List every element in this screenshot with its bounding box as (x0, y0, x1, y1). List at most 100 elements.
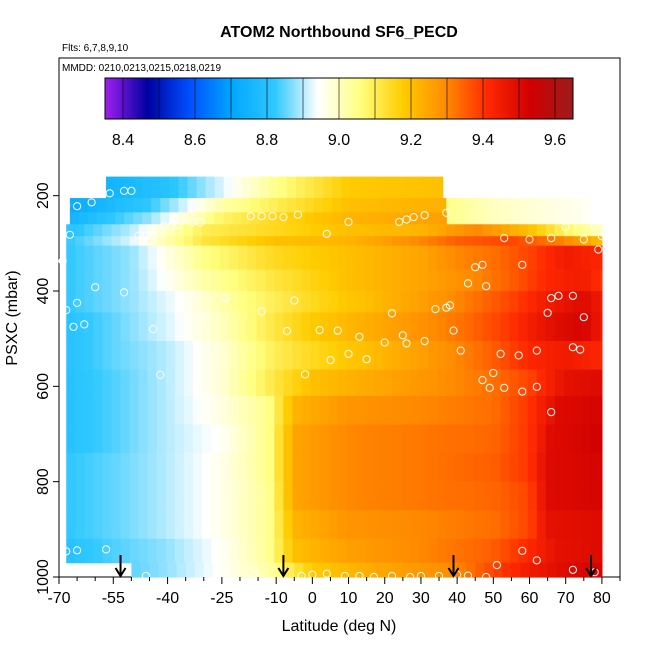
heatmap-cell (391, 369, 402, 397)
heatmap-cell (319, 510, 330, 540)
heatmap-cell (201, 341, 212, 371)
heatmap-cell (428, 312, 438, 342)
heatmap-cell (401, 481, 411, 511)
heatmap-cell (238, 236, 248, 247)
heatmap-cell (283, 245, 294, 271)
heatmap-cell (129, 510, 140, 540)
heatmap-cell (582, 269, 592, 292)
heatmap-cell (500, 224, 511, 237)
heatmap-cell (283, 269, 294, 292)
heatmap-cell (174, 341, 185, 371)
heatmap-cell (600, 291, 603, 314)
heatmap-cell (247, 291, 257, 314)
profile-arrow (277, 555, 290, 578)
heatmap-cell (337, 538, 348, 564)
heatmap-cell (247, 369, 257, 397)
heatmap-cell (69, 212, 80, 225)
heatmap-cell (283, 312, 294, 342)
heatmap-cell (129, 538, 140, 564)
heatmap-cell (419, 424, 429, 454)
heatmap-cell (102, 369, 113, 397)
heatmap-cell (133, 176, 143, 199)
heatmap-cell (84, 510, 94, 540)
heatmap-cell (473, 269, 484, 292)
heatmap-cell (220, 312, 230, 342)
heatmap-cell (292, 538, 303, 564)
heatmap-cell (402, 562, 413, 578)
heatmap-cell (120, 453, 131, 483)
heatmap-cell (274, 369, 284, 397)
heatmap-cell (301, 395, 312, 426)
heatmap-cell (274, 224, 284, 237)
heatmap-cell (446, 236, 456, 247)
observation-point (496, 349, 505, 358)
heatmap-cell (446, 312, 456, 342)
heatmap-cell (120, 236, 131, 247)
y-tick-label: 200 (35, 182, 52, 209)
heatmap-cell (455, 341, 465, 371)
x-axis-label: Latitude (deg N) (282, 618, 397, 635)
heatmap-cell (201, 369, 212, 397)
heatmap-cell (572, 236, 583, 247)
heatmap-cell (382, 424, 393, 454)
observation-point (601, 231, 610, 240)
heatmap-cell (111, 236, 122, 247)
heatmap-cell (187, 198, 198, 213)
heatmap-cell (310, 312, 321, 342)
heatmap-cell (165, 341, 176, 371)
heatmap-cell (401, 341, 411, 371)
heatmap-cell (115, 198, 125, 213)
heatmap-cell (205, 176, 216, 199)
heatmap-cell (256, 395, 266, 426)
heatmap-cell (446, 538, 456, 564)
heatmap-cell (446, 510, 456, 540)
heatmap-cell (332, 198, 342, 213)
observation-points (58, 186, 614, 582)
heatmap-cell (247, 510, 257, 540)
heatmap-cell (482, 481, 493, 511)
heatmap-cell (355, 341, 366, 371)
heatmap-cell (319, 538, 330, 564)
heatmap-cell (364, 424, 375, 454)
heatmap-cell (176, 562, 187, 578)
heatmap-cell (229, 395, 239, 426)
heatmap-cell (328, 424, 339, 454)
heatmap-cell (229, 481, 239, 511)
heatmap-cell (482, 312, 493, 342)
heatmap-cell (292, 312, 303, 342)
heatmap-cell (66, 538, 76, 564)
heatmap-cell (391, 453, 402, 483)
heatmap-cell (482, 236, 493, 247)
heatmap-cell (428, 510, 438, 540)
observation-point (525, 235, 534, 244)
heatmap-cell (223, 198, 234, 213)
heatmap-cell (174, 369, 185, 397)
heatmap-cell (102, 291, 113, 314)
heatmap-cell (411, 562, 422, 578)
observation-point (482, 282, 491, 291)
heatmap-cell (600, 236, 603, 247)
heatmap-cell (178, 176, 189, 199)
heatmap-cell (410, 291, 420, 314)
heatmap-cell (93, 481, 104, 511)
observation-point (301, 370, 310, 379)
heatmap-cell (192, 538, 203, 564)
heatmap-cell (147, 291, 158, 314)
heatmap-cell (518, 481, 529, 511)
heatmap-cell (538, 562, 549, 578)
heatmap-cell (337, 224, 348, 237)
heatmap-cell (500, 481, 511, 511)
heatmap-cell (183, 236, 194, 247)
observation-point (134, 231, 143, 240)
heatmap-cell (84, 236, 94, 247)
heatmap-cell (220, 538, 230, 564)
heatmap-cell (440, 198, 447, 213)
heatmap-cell (165, 453, 176, 483)
heatmap-cell (156, 341, 167, 371)
heatmap-cell (410, 538, 420, 564)
observation-point (568, 291, 578, 300)
colorbar-tick-label: 9.2 (400, 132, 422, 149)
heatmap-cell (428, 291, 438, 314)
heatmap-cell (401, 312, 411, 342)
heatmap-cell (563, 424, 574, 454)
